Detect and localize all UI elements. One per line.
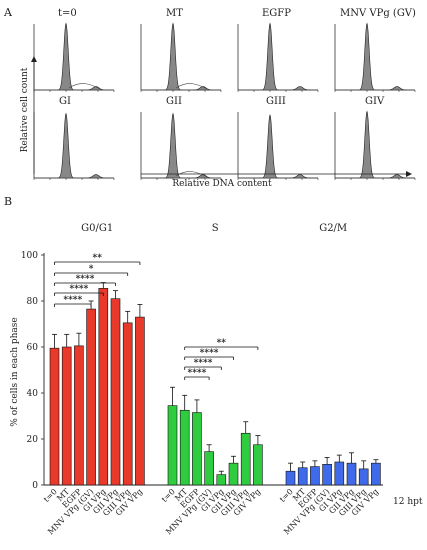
bar [285,470,296,486]
group-header: S [212,223,219,234]
histogram-peak [335,22,415,91]
significance-label: **** [200,349,219,359]
histogram-x-arrowhead [406,171,412,177]
histogram-overlay-line [175,83,210,91]
bar [179,409,190,486]
y-tick-label: 80 [27,297,39,307]
group-header: G0/G1 [81,223,113,234]
bar [240,432,251,486]
bar [358,468,369,486]
bar [192,412,202,486]
histogram-peak [34,112,114,179]
histogram-y-axis-label: Relative cell count [20,67,30,152]
significance-label: **** [69,285,88,295]
histogram-title-egfp: EGFP [262,8,291,19]
significance-label: ** [217,339,227,349]
histogram-overlay-line [68,83,103,91]
bar [310,466,320,486]
panel-b-label: B [4,195,12,208]
histogram-title-mt: MT [166,8,183,19]
histogram-peak [34,22,114,91]
bar [346,462,357,486]
histogram-x-axis-label: Relative DNA content [172,179,272,189]
bar [122,322,133,486]
bar [49,347,60,486]
bar [228,462,239,486]
histogram-title-gi: GI [59,96,71,107]
histogram-peak [335,110,415,179]
histogram-peak [141,22,221,91]
histogram-grid [31,22,416,180]
histogram-peak [141,112,221,179]
y-tick-label: 0 [32,481,38,491]
bar [167,405,178,486]
bar [334,461,345,486]
significance-label: ** [92,254,102,264]
y-tick-label: 20 [27,435,39,445]
bar [371,462,381,486]
bar [74,345,84,486]
bar [253,444,263,486]
significance-label: **** [76,275,95,285]
significance-label: * [89,265,94,275]
histogram-title-t0: t=0 [58,8,77,19]
significance-label: **** [194,359,213,369]
histogram-title-mnv: MNV VPg (GV) [340,8,416,19]
y-tick-label: 40 [27,389,39,399]
y-tick-label: 60 [27,343,39,353]
bar [297,467,308,486]
histogram-title-giii: GIII [266,96,286,107]
bar [110,298,121,486]
bar [86,308,96,486]
histogram-title-giv: GIV [365,96,385,107]
chart-y-axis-label: % of cells in each phase [10,317,20,426]
histogram-peak [238,22,318,91]
bar [204,451,214,486]
y-tick-label: 100 [21,251,38,261]
bar [135,316,145,486]
significance-label: **** [63,296,82,306]
chart-side-note: 12 hpt [393,497,423,507]
bar [322,463,332,486]
histogram-peak [238,113,318,179]
histogram-y-arrowhead [31,56,37,62]
panel-a-label: A [3,6,13,19]
histogram-title-gii: GII [166,96,182,107]
significance-label: **** [187,369,206,379]
bar [98,288,109,486]
group-header: G2/M [319,223,347,234]
bar [216,474,227,486]
bar [61,346,72,486]
